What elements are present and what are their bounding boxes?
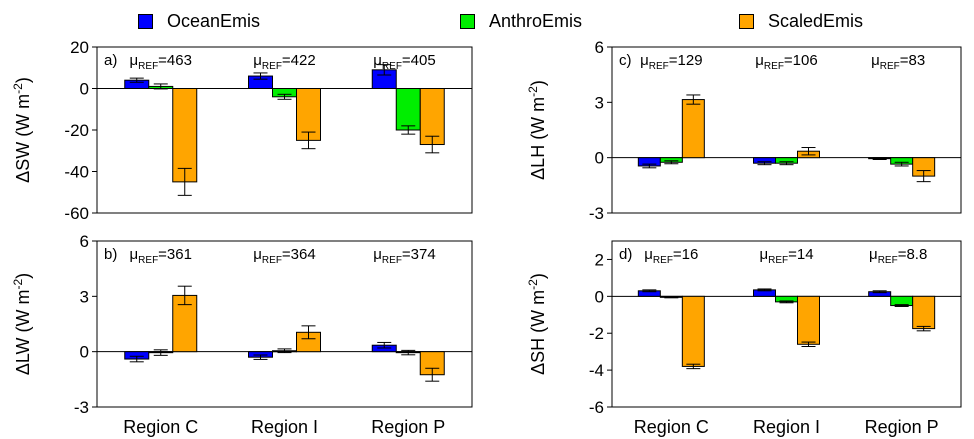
- bar-scaledemis: [681, 99, 705, 159]
- ref-value-label: μREF=463: [130, 52, 192, 72]
- ref-value-label: μREF=129: [640, 52, 702, 72]
- ref-value-label: μREF=405: [373, 52, 435, 72]
- y-tick-label: -60: [64, 204, 89, 223]
- panel-b: 6 3 0 -3 ΔLW (W m-2) b) μREF=361 μREF=364 μREF=3…: [11, 232, 473, 437]
- ref-value-label: μREF=422: [253, 52, 315, 72]
- x-tick-label: Region I: [251, 417, 318, 437]
- y-axis-label: ΔLH (W m-2): [526, 80, 548, 180]
- panel-label: b): [104, 246, 117, 263]
- y-tick-label: -3: [74, 398, 89, 417]
- legend-item-scaledemis: ScaledEmis: [739, 9, 863, 33]
- bar-scaledemis: [912, 295, 936, 330]
- y-axis-label: ΔSW (W m-2): [11, 77, 33, 183]
- y-tick-label: 0: [595, 287, 604, 306]
- y-tick-label: -4: [589, 361, 604, 380]
- x-tick-label: Region I: [753, 417, 820, 437]
- y-tick-label: 0: [80, 80, 89, 99]
- ref-value-label: μREF=83: [871, 52, 925, 72]
- legend-swatch-anthroemis: [460, 13, 475, 29]
- y-tick-label: -40: [64, 163, 89, 182]
- y-axis-label: ΔSH (W m-2): [526, 273, 548, 375]
- legend-label-oceanemis: OceanEmis: [167, 10, 261, 31]
- ref-value-label: μREF=14: [759, 246, 813, 266]
- legend-swatch-oceanemis: [138, 13, 153, 29]
- y-tick-label: -20: [64, 121, 89, 140]
- bar-scaledemis: [681, 295, 705, 367]
- bar-anthroemis: [395, 88, 421, 131]
- legend-label-scaledemis: ScaledEmis: [768, 10, 864, 31]
- panel-c: 6 3 0 -3 ΔLH (W m-2) c) μREF=129 μREF=106 μREF=8…: [526, 38, 962, 223]
- bar-scaledemis: [172, 88, 198, 183]
- plot-frame: [611, 240, 962, 408]
- panel-d: 2 0 -2 -4 -6 ΔSH (W m-2) d) μREF=16 μREF=14 μREF=…: [526, 240, 962, 437]
- ref-value-label: μREF=8.8: [869, 246, 927, 266]
- ref-value-label: μREF=361: [130, 246, 192, 266]
- y-tick-label: 0: [80, 343, 89, 362]
- y-tick-label: 2: [595, 250, 604, 269]
- ref-value-label: μREF=16: [644, 246, 698, 266]
- y-tick-label: 6: [595, 38, 604, 57]
- legend-label-anthroemis: AnthroEmis: [489, 10, 583, 31]
- y-tick-label: 6: [80, 232, 89, 251]
- y-tick-label: -2: [589, 324, 604, 343]
- y-tick-label: -6: [589, 398, 604, 417]
- legend-item-oceanemis: OceanEmis: [138, 9, 260, 33]
- y-tick-label: 3: [595, 93, 604, 112]
- ref-value-label: μREF=374: [373, 246, 435, 266]
- x-tick-label: Region P: [865, 417, 939, 437]
- x-tick-label: Region P: [371, 417, 445, 437]
- bar-scaledemis: [797, 295, 820, 345]
- y-tick-label: -3: [589, 204, 604, 223]
- panel-label: d): [619, 246, 632, 263]
- y-tick-label: 3: [80, 287, 89, 306]
- y-axis-label: ΔLW (W m-2): [11, 273, 33, 375]
- legend-item-anthroemis: AnthroEmis: [460, 9, 582, 33]
- plot-frame: [96, 240, 473, 408]
- y-tick-label: 0: [595, 149, 604, 168]
- x-tick-label: Region C: [634, 417, 709, 437]
- panel-label: a): [104, 52, 117, 69]
- ref-value-label: μREF=106: [755, 52, 817, 72]
- panel-label: c): [619, 52, 632, 69]
- ref-value-label: μREF=364: [253, 246, 315, 266]
- legend-swatch-scaledemis: [739, 13, 754, 29]
- panel-a: 20 0 -20 -40 -60 ΔSW (W m-2) a) μREF=463 μREF=42…: [11, 38, 473, 223]
- x-tick-label: Region C: [123, 417, 198, 437]
- plot-frame: [611, 46, 962, 214]
- y-tick-label: 20: [70, 38, 89, 57]
